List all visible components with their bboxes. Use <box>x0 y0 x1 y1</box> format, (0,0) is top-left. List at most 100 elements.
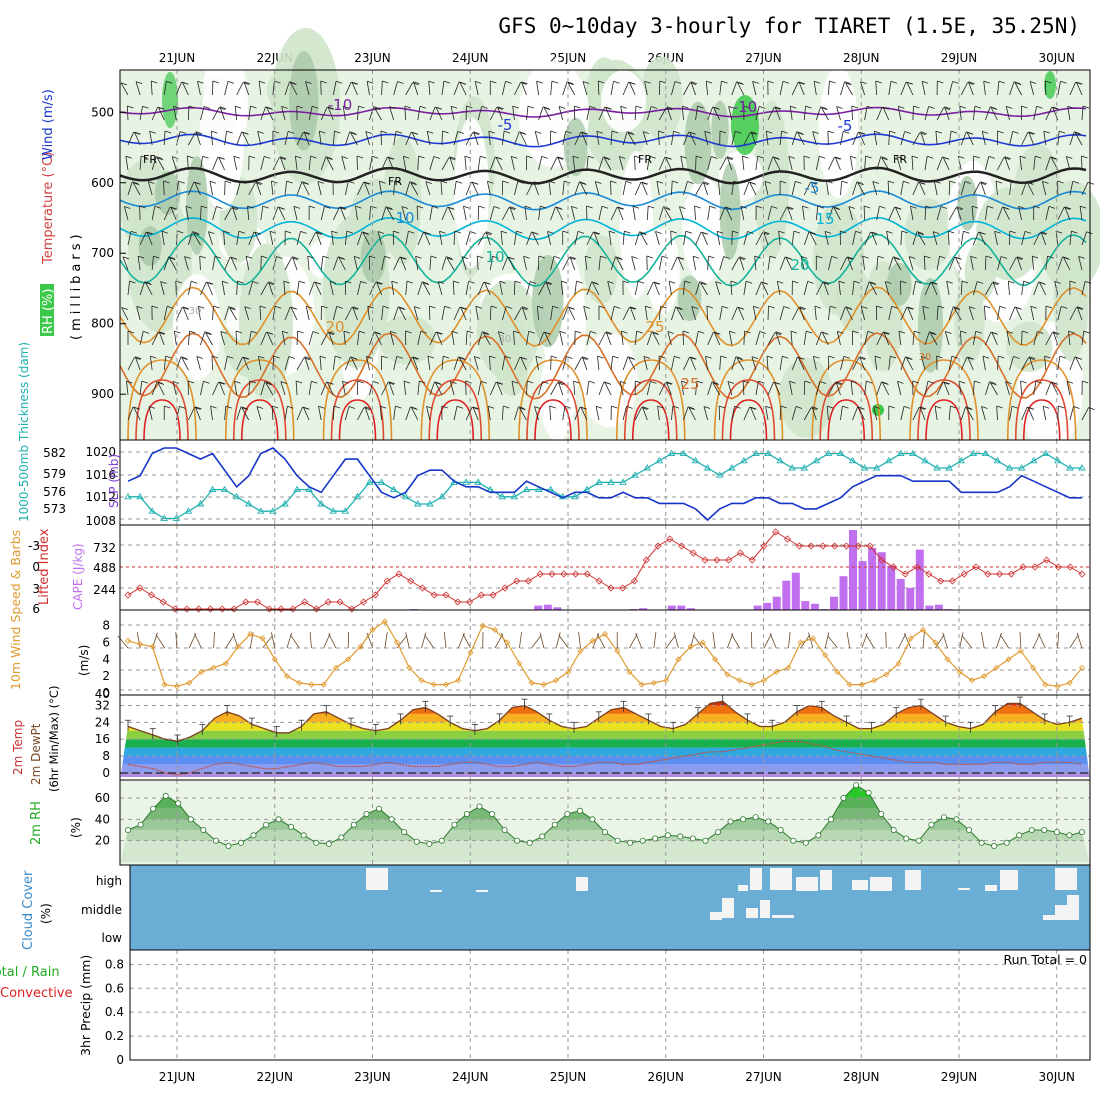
y-tick-label: 32 <box>95 699 110 713</box>
lifted-index-point <box>348 605 356 613</box>
wind-barb <box>694 205 696 221</box>
wind-barb-flag <box>1028 131 1035 135</box>
wind-barb-flag <box>450 105 458 109</box>
wind-barb <box>1005 106 1010 121</box>
wind-barb-flag <box>699 281 706 284</box>
wind-barb <box>212 305 214 321</box>
wind-barb-flag <box>605 106 612 110</box>
wind-barb-flag <box>166 80 173 84</box>
y-tick-label: 0 <box>102 766 110 780</box>
surface-wind-barb <box>323 633 331 649</box>
wind-barb-flag <box>921 80 929 84</box>
wind-barb-flag <box>1082 105 1090 109</box>
wind-barb-flag <box>185 205 193 209</box>
temp-band <box>120 705 1090 714</box>
wind-barb <box>139 106 143 121</box>
cloud-block <box>1043 915 1055 920</box>
wind-barb-flag <box>533 181 540 185</box>
wind-barb <box>284 356 290 371</box>
wind-barb <box>815 206 819 221</box>
wind-barb <box>526 106 529 121</box>
wind-barb <box>308 156 311 171</box>
wind-barb <box>750 406 757 421</box>
wind-barb <box>296 181 303 196</box>
wind-barb-flag <box>418 155 425 159</box>
wind-barb-flag <box>496 157 503 160</box>
run-total: Run Total = 0 <box>1003 952 1087 967</box>
thickness-point <box>655 456 664 464</box>
wind-barb <box>719 157 727 171</box>
thickness-point <box>124 492 132 500</box>
wind-speed-point <box>504 639 511 646</box>
wind-barb-flag <box>286 180 293 184</box>
wind-barb-flag <box>161 230 169 234</box>
wind-barb <box>893 257 902 271</box>
rh-point <box>689 835 696 842</box>
wind-barb <box>550 306 553 321</box>
wind-barb-flag <box>914 330 921 334</box>
thickness-point <box>293 485 301 493</box>
rh-point <box>953 816 960 823</box>
surface-wind-barb <box>635 633 643 649</box>
wind-barb <box>966 407 974 421</box>
cape-bar <box>543 604 552 610</box>
wind-barb <box>435 382 443 396</box>
wind-barb <box>173 106 177 121</box>
wind-barb <box>559 331 564 346</box>
wind-barb-flag <box>274 305 282 309</box>
wind-barb-flag <box>835 156 842 160</box>
wind-barb-flag <box>511 380 519 384</box>
wind-barb <box>888 356 891 371</box>
wind-barb <box>604 382 612 396</box>
wind-barb <box>812 131 817 146</box>
warm-arch <box>322 359 393 441</box>
wind-barb-flag <box>384 255 391 259</box>
wind-barb-flag <box>520 356 527 360</box>
wind-barb-flag <box>593 231 601 235</box>
wind-barb <box>212 156 219 171</box>
lifted-index-point <box>124 591 132 599</box>
wind-barb <box>374 332 382 346</box>
day-label-bottom: 28JUN <box>843 1070 880 1084</box>
wind-barb-flag <box>580 182 587 185</box>
wind-barb <box>858 407 865 421</box>
wind-barb <box>583 306 588 321</box>
wind-barb <box>411 132 419 146</box>
wind-barb <box>683 131 690 146</box>
wind-barb-flag <box>632 205 640 209</box>
wind-barb-flag <box>944 106 951 110</box>
wind-barb <box>133 407 141 421</box>
warm-arch <box>631 399 670 441</box>
wind-barb <box>197 81 201 96</box>
wind-barb-flag <box>565 130 572 134</box>
wind-barb <box>1018 206 1023 221</box>
wind-barb-flag <box>287 131 295 134</box>
wind-barb-flag <box>606 331 613 335</box>
wind-barb-flag <box>592 282 599 285</box>
wind-barb <box>465 380 467 396</box>
wind-barb-flag <box>611 405 618 409</box>
cloud-block <box>760 900 770 918</box>
wind-barb-flag <box>432 205 439 209</box>
wind-barb <box>1068 331 1071 346</box>
wind-barb <box>860 81 866 96</box>
wind-barb <box>906 82 914 96</box>
wind-barb-flag <box>936 355 943 359</box>
wind-barb <box>187 231 193 246</box>
wind-barb-flag <box>713 107 720 110</box>
wind-barb <box>381 256 385 271</box>
wind-barb <box>332 131 335 146</box>
wind-barb-flag <box>173 105 180 109</box>
label-precip-conv: Convective <box>0 986 73 1001</box>
wind-barb <box>948 131 952 146</box>
wind-barb-flag <box>644 80 651 84</box>
temp-band <box>120 713 1090 723</box>
wind-barb-flag <box>856 181 864 185</box>
wind-barb <box>465 407 473 421</box>
wind-barb-flag <box>243 356 250 360</box>
wind-barb-flag <box>276 256 283 259</box>
wind-barb-flag <box>122 256 130 260</box>
wind-barb-flag <box>768 305 775 309</box>
wind-barb <box>1006 331 1010 346</box>
wind-barb <box>429 332 437 346</box>
